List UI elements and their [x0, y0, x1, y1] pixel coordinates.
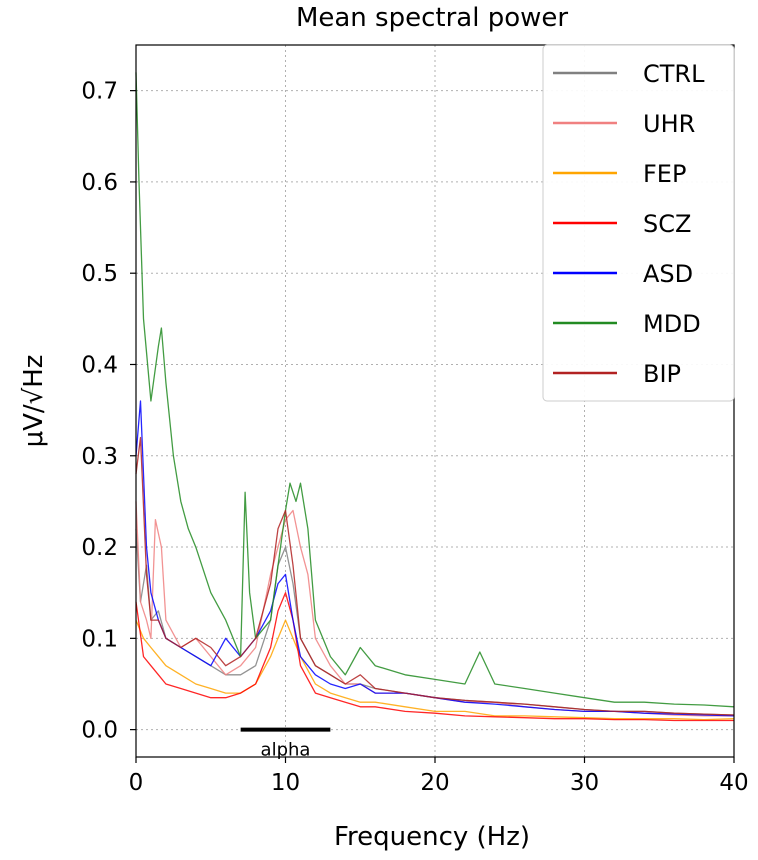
x-axis-title: Frequency (Hz) [334, 822, 530, 852]
legend-label-scz: SCZ [643, 210, 691, 238]
legend-label-ctrl: CTRL [643, 60, 705, 88]
x-tick-label: 10 [271, 770, 300, 796]
series-line-scz [135, 592, 734, 722]
alpha-annotation: alpha [240, 727, 331, 761]
series-lines [135, 72, 735, 722]
legend-box [542, 44, 735, 402]
legend: CTRL UHR FEP SCZ ASD MDD BIP [542, 44, 735, 402]
y-tick-label: 0.5 [81, 261, 118, 287]
axis-ticks: 0 10 20 30 40 0.0 0.1 0.2 0.3 0.4 0.5 0.6 0.7 [81, 79, 748, 796]
legend-label-mdd: MDD [643, 310, 701, 338]
y-tick-label: 0.0 [81, 718, 118, 744]
alpha-label: alpha [261, 740, 311, 761]
x-tick-label: 30 [570, 770, 599, 796]
legend-label-uhr: UHR [643, 110, 695, 138]
x-tick-label: 40 [719, 770, 748, 796]
x-tick-label: 0 [129, 770, 144, 796]
y-tick-label: 0.4 [81, 352, 118, 378]
series-line-bip [135, 436, 735, 716]
y-tick-label: 0.6 [81, 170, 118, 196]
x-tick-label: 20 [420, 770, 449, 796]
y-tick-label: 0.3 [81, 444, 118, 470]
legend-label-asd: ASD [643, 260, 693, 288]
series-line-asd [135, 400, 735, 717]
chart-title: Mean spectral power [296, 3, 568, 33]
legend-label-fep: FEP [643, 160, 686, 188]
legend-label-bip: BIP [643, 360, 681, 388]
y-tick-label: 0.2 [81, 535, 118, 561]
series-line-uhr [135, 501, 734, 717]
y-axis-title: μV/√Hz [19, 355, 49, 448]
y-tick-label: 0.7 [81, 79, 118, 105]
series-line-mdd [135, 72, 735, 708]
y-tick-label: 0.1 [81, 626, 118, 652]
series-line-fep [135, 619, 735, 721]
